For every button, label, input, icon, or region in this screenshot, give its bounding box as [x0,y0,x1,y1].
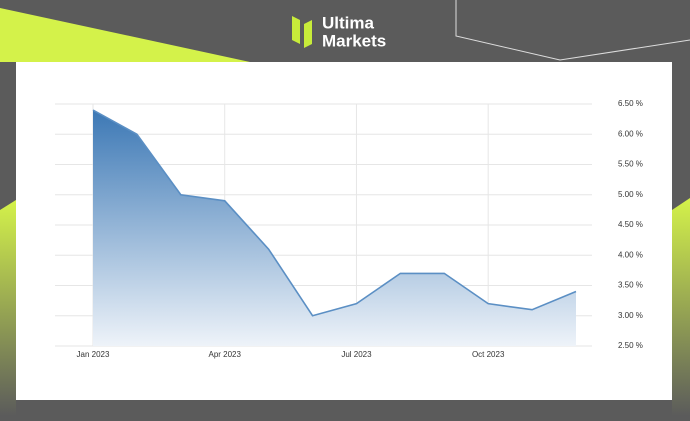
chart: 2.50 % 3.00 % 3.50 % 4.00 % 4.50 % 5.00 % 5.50… [55,99,643,359]
y-tick-label: 4.00 % [618,250,643,259]
logo-text: Markets [322,31,386,50]
area-fill [93,110,576,346]
bg-shape [0,200,16,416]
y-tick-label: 3.50 % [618,281,643,290]
bg-line [455,0,690,61]
logo-text: Ultima [322,13,375,32]
y-tick-label: 6.50 % [618,99,643,108]
x-tick-label: Oct 2023 [472,350,505,359]
y-tick-label: 5.50 % [618,160,643,169]
y-tick-label: 4.50 % [618,220,643,229]
y-tick-label: 6.00 % [618,129,643,138]
line [92,109,577,317]
bg-shape [672,198,690,416]
y-tick-label: 2.50 % [618,341,643,350]
y-tick-label: 5.00 % [618,190,643,199]
x-tick-label: Jul 2023 [341,350,372,359]
bg-shape [0,8,250,62]
x-tick-label: Jan 2023 [77,350,110,359]
logo-icon [304,20,312,48]
logo: Ultima Markets [292,13,386,50]
logo-icon [292,16,300,44]
x-tick-label: Apr 2023 [208,350,241,359]
y-tick-label: 3.00 % [618,311,643,320]
